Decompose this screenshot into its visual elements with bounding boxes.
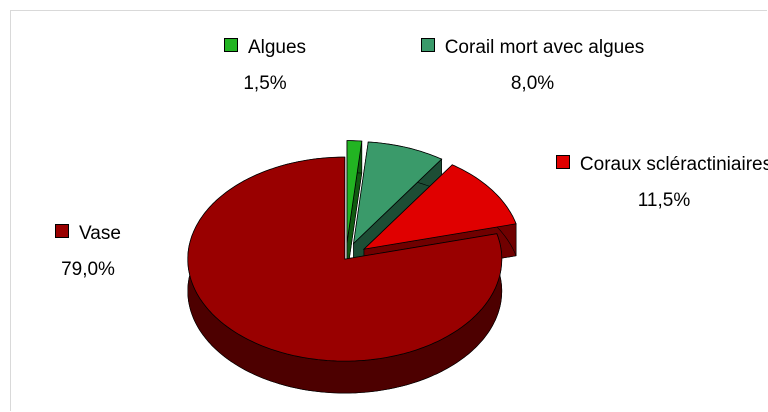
slice-top	[352, 141, 443, 245]
legend-entry: Vase	[18, 216, 158, 252]
data-label: Vase 79,0%	[18, 216, 158, 288]
data-label: Algues 1,5%	[200, 30, 330, 102]
value-label: 1,5%	[243, 73, 287, 94]
legend-swatch	[223, 38, 238, 52]
category-name: Corail mort avec algues	[444, 37, 645, 58]
slice-top	[187, 156, 503, 362]
category-name: Vase	[79, 223, 121, 244]
legend-entry: Coraux scléractiniaires	[548, 147, 768, 183]
legend-swatch	[55, 224, 70, 238]
data-label: Coraux scléractiniaires 11,5%	[548, 147, 768, 219]
category-name: Algues	[247, 37, 307, 58]
value-label: 11,5%	[637, 190, 691, 211]
value-label: 8,0%	[510, 73, 555, 94]
chart-frame	[10, 10, 767, 411]
legend-swatch	[420, 38, 435, 52]
pie-slice	[187, 156, 503, 394]
slice-top	[362, 164, 517, 250]
value-label: 79,0%	[61, 259, 115, 280]
pie-slice	[346, 140, 363, 275]
legend-entry: Corail mort avec algues	[405, 30, 660, 66]
legend-swatch	[555, 155, 570, 169]
data-label: Corail mort avec algues 8,0%	[405, 30, 660, 102]
legend-entry: Algues	[200, 30, 330, 66]
slice-top	[346, 140, 363, 243]
category-name: Coraux scléractiniaires	[579, 154, 768, 175]
